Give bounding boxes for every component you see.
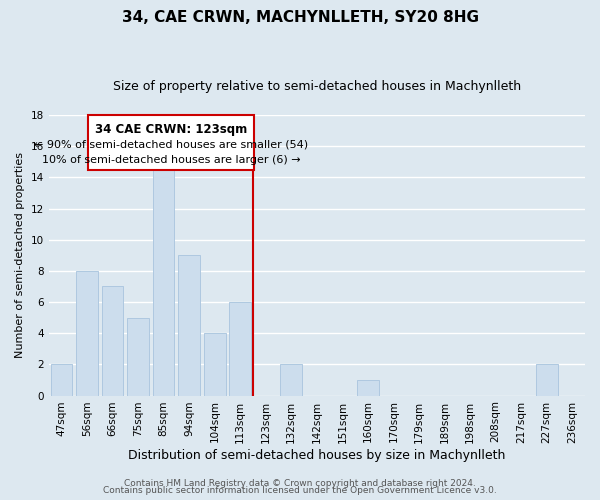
Bar — [101, 286, 124, 396]
Title: Size of property relative to semi-detached houses in Machynlleth: Size of property relative to semi-detach… — [113, 80, 521, 93]
Bar — [76, 271, 98, 396]
X-axis label: Distribution of semi-detached houses by size in Machynlleth: Distribution of semi-detached houses by … — [128, 450, 506, 462]
Bar — [127, 318, 149, 396]
Bar — [153, 162, 175, 396]
Text: ← 90% of semi-detached houses are smaller (54): ← 90% of semi-detached houses are smalle… — [34, 139, 308, 149]
Y-axis label: Number of semi-detached properties: Number of semi-detached properties — [15, 152, 25, 358]
Bar — [178, 256, 200, 396]
Text: Contains HM Land Registry data © Crown copyright and database right 2024.: Contains HM Land Registry data © Crown c… — [124, 478, 476, 488]
Bar — [204, 333, 226, 396]
Text: 10% of semi-detached houses are larger (6) →: 10% of semi-detached houses are larger (… — [42, 154, 301, 164]
FancyBboxPatch shape — [88, 115, 254, 170]
Bar — [50, 364, 72, 396]
Bar — [357, 380, 379, 396]
Text: 34, CAE CRWN, MACHYNLLETH, SY20 8HG: 34, CAE CRWN, MACHYNLLETH, SY20 8HG — [121, 10, 479, 25]
Bar — [280, 364, 302, 396]
Text: Contains public sector information licensed under the Open Government Licence v3: Contains public sector information licen… — [103, 486, 497, 495]
Bar — [229, 302, 251, 396]
Bar — [536, 364, 557, 396]
Text: 34 CAE CRWN: 123sqm: 34 CAE CRWN: 123sqm — [95, 123, 247, 136]
